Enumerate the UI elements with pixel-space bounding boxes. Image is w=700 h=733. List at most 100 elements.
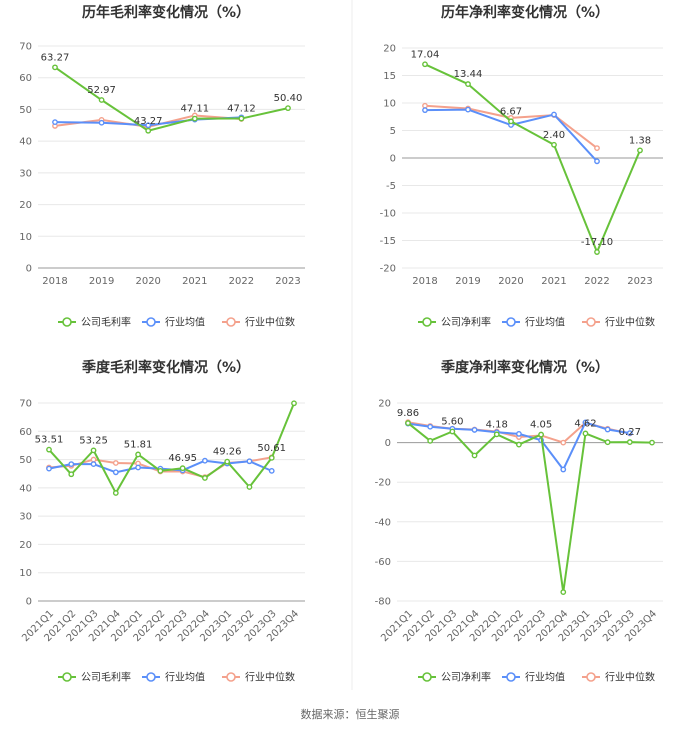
y-tick-label: -80: [375, 597, 391, 608]
data-point-company: [405, 420, 411, 426]
data-source-footer: 数据来源：恒生聚源: [300, 708, 400, 721]
data-point-company: [145, 127, 152, 134]
y-tick-label: 20: [378, 399, 391, 410]
y-tick-label: 60: [19, 73, 32, 84]
data-point-company: [582, 430, 589, 437]
legend-label: 行业中位数: [605, 671, 655, 684]
legend-item-company[interactable]: 公司毛利率: [58, 671, 131, 684]
chart-title: 季度净利率变化情况（%）: [440, 359, 609, 376]
x-tick-label: 2020: [498, 276, 523, 287]
legend-marker-icon: [62, 672, 72, 682]
x-tick-label: 2018: [42, 276, 67, 287]
data-point-company: [637, 147, 643, 154]
y-tick-label: 30: [19, 512, 32, 523]
data-point-avg: [582, 419, 589, 426]
x-tick-label: 2022: [229, 276, 254, 287]
data-point-company: [46, 446, 52, 453]
data-point-company: [52, 64, 58, 71]
y-tick-label: 40: [19, 137, 32, 148]
legend-item-median[interactable]: 行业中位数: [582, 671, 655, 684]
data-point-company: [179, 465, 186, 472]
legend-item-avg[interactable]: 行业均值: [142, 671, 205, 684]
series-line-company: [424, 63, 641, 254]
data-label: 43.27: [134, 116, 163, 127]
data-label: 51.81: [124, 439, 153, 450]
data-point-company: [604, 439, 611, 446]
data-point-company: [422, 61, 428, 68]
data-point-avg: [471, 427, 478, 433]
y-tick-label: -60: [375, 557, 391, 568]
x-tick-label: 2023: [275, 276, 300, 287]
legend-item-company[interactable]: 公司毛利率: [58, 316, 131, 329]
data-point-avg: [268, 467, 275, 474]
y-tick-label: -20: [375, 478, 391, 489]
series-line-company: [54, 66, 289, 132]
data-point-avg: [52, 119, 58, 126]
data-label: 47.12: [227, 104, 256, 115]
legend-item-avg[interactable]: 行业均值: [502, 316, 565, 329]
annual-net-chart: 历年净利率变化情况（%） -20 -15 -10 -5 0 5 10 15 20 2018 2019 2…: [380, 4, 663, 329]
data-point-avg: [68, 461, 75, 467]
y-tick-label: 70: [19, 399, 32, 410]
y-tick-label: -15: [380, 236, 396, 247]
legend-label: 公司毛利率: [81, 316, 131, 329]
y-tick-label: 20: [19, 200, 32, 211]
data-label: 4.18: [486, 419, 508, 430]
legend-item-avg[interactable]: 行业均值: [142, 316, 205, 329]
y-tick-label: 60: [19, 427, 32, 438]
data-point-company: [112, 490, 119, 496]
data-point-company: [98, 97, 105, 103]
legend-label: 行业均值: [525, 671, 565, 684]
legend-item-avg[interactable]: 行业均值: [502, 671, 565, 684]
x-tick-label: 2019: [455, 276, 480, 287]
data-label: 52.97: [87, 85, 116, 96]
y-tick-label: -40: [375, 517, 391, 528]
legend-item-company[interactable]: 公司净利率: [418, 316, 491, 329]
x-tick-label: 2021: [541, 276, 566, 287]
y-tick-label: 0: [390, 154, 396, 165]
chart-title: 季度毛利率变化情况（%）: [81, 359, 250, 376]
data-label: 63.27: [41, 52, 70, 63]
y-tick-label: 10: [19, 568, 32, 579]
legend-item-company[interactable]: 公司净利率: [418, 671, 491, 684]
data-point-avg: [516, 430, 522, 437]
chart-title: 历年毛利率变化情况（%）: [82, 4, 250, 21]
data-point-avg: [594, 158, 600, 165]
data-point-company: [449, 428, 456, 435]
data-point-median: [112, 460, 119, 466]
legend-item-median[interactable]: 行业中位数: [222, 671, 295, 684]
y-tick-label: 20: [19, 540, 32, 551]
data-point-company: [191, 115, 198, 122]
y-tick-label: 10: [19, 232, 32, 243]
quarterly-gross-chart: 季度毛利率变化情况（%）0102030405060702021Q12021Q22…: [19, 359, 305, 684]
data-label: 1.38: [629, 135, 651, 146]
data-label: -17.10: [581, 237, 613, 248]
legend-marker-icon: [422, 317, 432, 327]
data-point-company: [90, 447, 97, 454]
y-tick-label: -20: [380, 264, 396, 275]
y-tick-label: 50: [19, 455, 32, 466]
y-tick-label: -10: [380, 209, 396, 220]
x-tick-label: 2021: [182, 276, 207, 287]
legend-label: 公司净利率: [441, 316, 491, 329]
data-point-company: [493, 431, 500, 438]
legend-item-median[interactable]: 行业中位数: [582, 316, 655, 329]
legend-label: 公司毛利率: [81, 671, 131, 684]
y-tick-label: 70: [19, 42, 32, 53]
data-point-company: [465, 81, 471, 87]
data-point-avg: [422, 107, 428, 114]
chart-title: 历年净利率变化情况（%）: [441, 4, 609, 21]
data-point-company: [551, 141, 557, 148]
legend-item-median[interactable]: 行业中位数: [222, 316, 295, 329]
legend-label: 公司净利率: [441, 671, 491, 684]
data-point-company: [238, 115, 245, 122]
legend-marker-icon: [226, 672, 236, 682]
data-point-avg: [560, 466, 567, 473]
y-tick-label: 0: [26, 264, 32, 275]
data-point-company: [516, 441, 522, 448]
data-label: 53.25: [79, 435, 108, 446]
legend-label: 行业均值: [525, 316, 565, 329]
legend-label: 行业中位数: [245, 316, 295, 329]
data-point-avg: [135, 464, 141, 471]
y-tick-label: 40: [19, 483, 32, 494]
